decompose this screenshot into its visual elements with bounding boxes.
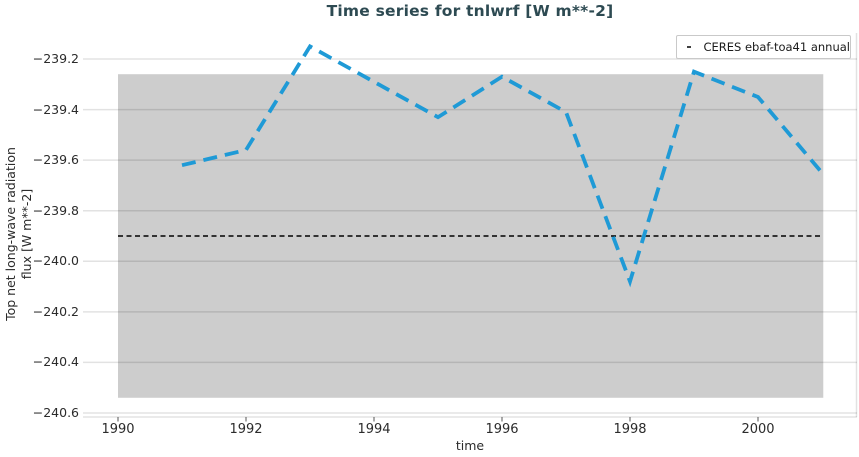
y-tick-label: −240.2 xyxy=(32,303,79,319)
y-tick-label: −239.2 xyxy=(32,51,79,67)
series-line-tnlwrf xyxy=(181,43,824,288)
chart-title: Time series for tnlwrf [W m**-2] xyxy=(326,2,614,20)
y-tick-label: −240.0 xyxy=(32,253,79,269)
x-tick-label: 1990 xyxy=(101,422,135,437)
y-tick-label: −239.4 xyxy=(32,101,79,117)
x-tick-label: 1994 xyxy=(357,422,391,437)
y-tick-label: −240.4 xyxy=(32,354,79,370)
legend-label: CERES ebaf-toa41 annual xyxy=(703,40,850,54)
y-tick-label: −239.8 xyxy=(32,202,79,218)
x-tick-label: 2000 xyxy=(741,422,775,437)
legend-dashed-line-icon xyxy=(687,46,695,48)
x-tick-label: 1992 xyxy=(229,422,263,437)
legend: CERES ebaf-toa41 annual xyxy=(676,35,851,59)
y-axis-label-line1: Top net long-wave radiation xyxy=(3,147,18,321)
x-axis-label: time xyxy=(455,438,485,453)
y-tick-label: −239.6 xyxy=(32,152,79,168)
x-tick-label: 1996 xyxy=(485,422,519,437)
y-tick-label: −240.6 xyxy=(32,404,79,420)
x-tick-label: 1998 xyxy=(613,422,647,437)
